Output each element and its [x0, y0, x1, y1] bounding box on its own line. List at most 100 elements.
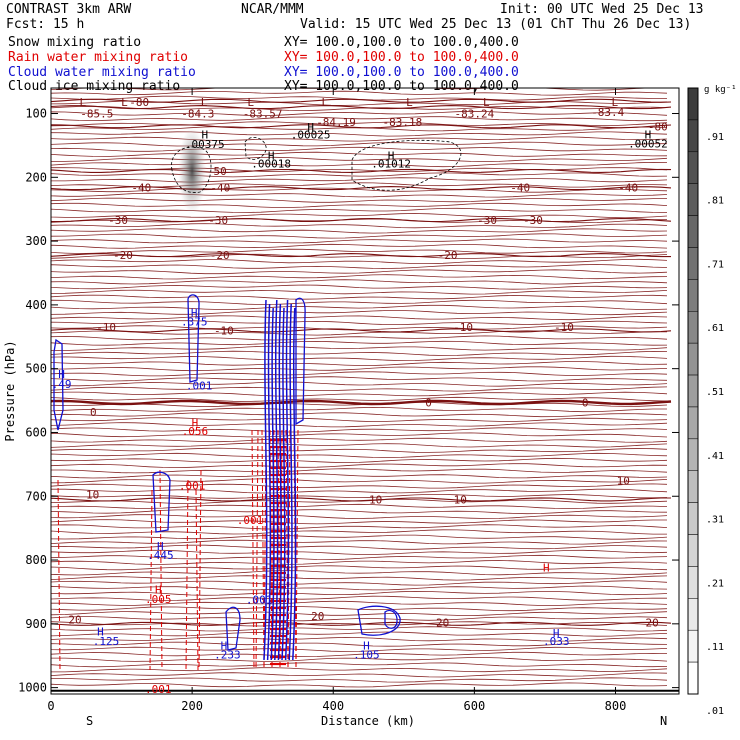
snow-shading — [178, 126, 207, 215]
temperature-contour — [51, 406, 667, 413]
temperature-label: -83.24 — [454, 108, 494, 121]
temperature-contour — [51, 494, 668, 499]
temperature-label: -30 — [477, 214, 497, 227]
colorbar-swatch — [687, 374, 699, 408]
temperature-contour — [51, 335, 668, 341]
colorbar-swatch — [687, 342, 699, 376]
colorbar-swatch — [687, 661, 699, 695]
temperature-label: -80 — [648, 120, 668, 133]
temperature-contour — [51, 141, 667, 147]
y-tick-label: 700 — [25, 489, 47, 503]
temperature-label: -30 — [108, 214, 128, 227]
plot-layer — [51, 88, 679, 692]
maximum-label: .001 — [186, 379, 213, 392]
temperature-contour — [51, 621, 668, 627]
temperature-contour — [51, 468, 668, 474]
temperature-contour — [51, 641, 668, 647]
temperature-contour — [51, 677, 668, 683]
temperature-contour — [51, 396, 668, 402]
cloud-water-core — [263, 299, 268, 661]
cloud-water-contour — [53, 338, 64, 431]
temperature-contour — [51, 340, 668, 346]
x-tick-label: 600 — [464, 699, 486, 713]
colorbar-label: .81 — [706, 196, 724, 207]
temperature-contour — [51, 110, 668, 117]
temperature-label: 10 — [617, 474, 630, 487]
temperature-contour — [51, 274, 668, 280]
field-cloudice-xy: XY= 100.0,100.0 to 100.0,400.0 — [284, 79, 519, 94]
rain-contour — [195, 489, 199, 671]
plot-frame — [50, 87, 680, 695]
temperature-contour — [51, 299, 668, 305]
temperature-contour — [51, 565, 668, 571]
cloud-water-contour — [357, 605, 401, 636]
colorbar-swatch — [687, 87, 699, 121]
field-rain-xy: XY= 100.0,100.0 to 100.0,400.0 — [284, 50, 519, 65]
x-end-label-south: S — [86, 714, 93, 728]
temperature-contour-major — [51, 105, 672, 110]
temperature-contour-major — [51, 124, 672, 129]
minimum-marker: L — [406, 96, 413, 109]
temperature-contour — [51, 503, 668, 510]
colorbar-label: .61 — [706, 323, 724, 334]
minimum-marker: L — [247, 96, 254, 109]
temperature-label: 10 — [454, 493, 467, 506]
temperature-contour — [51, 585, 668, 591]
temperature-contour-major — [51, 168, 672, 173]
maximum-label: .056 — [182, 425, 209, 438]
rain-contour — [198, 469, 202, 671]
maximum-label: .00025 — [291, 129, 331, 142]
cloud-ice-contour — [351, 139, 462, 191]
temperature-contour — [51, 473, 668, 479]
temperature-contour — [51, 590, 668, 596]
temperature-contour — [51, 514, 668, 519]
temperature-contour — [51, 284, 668, 290]
minimum-marker: L — [321, 96, 328, 109]
temperature-contour — [51, 90, 668, 96]
temperature-contour — [51, 447, 668, 453]
temperature-contour — [51, 228, 668, 234]
temperature-label: 20 — [311, 610, 324, 623]
temperature-contour — [51, 361, 668, 366]
maximum-label: H — [202, 129, 209, 142]
temperature-contour — [51, 646, 668, 652]
x-tick-label: 800 — [605, 699, 627, 713]
y-tick-label: 400 — [25, 298, 47, 312]
minimum-marker: L — [121, 96, 128, 109]
maximum-label: .001 — [246, 594, 273, 607]
maximum-label: .445 — [147, 549, 174, 562]
temperature-contour — [51, 412, 668, 418]
temperature-contour — [51, 539, 668, 545]
maximum-label: .001 — [237, 514, 264, 527]
cloud-water-core — [266, 303, 272, 661]
temperature-label: -83.57 — [243, 108, 283, 121]
temperature-contour — [51, 549, 668, 555]
cloud-ice-contour — [244, 137, 267, 160]
temperature-contour — [51, 437, 668, 443]
maximum-label: .375 — [181, 315, 208, 328]
colorbar-label: .01 — [706, 706, 724, 717]
cloud-water-core — [281, 307, 286, 661]
temperature-contour — [51, 544, 668, 550]
maximum-label: .233 — [214, 648, 241, 661]
valid-time: Valid: 15 UTC Wed 25 Dec 13 (01 ChT Thu … — [300, 17, 692, 32]
temperature-contour — [51, 595, 668, 601]
temperature-contour — [51, 478, 668, 484]
maximum-label: .105 — [353, 648, 380, 661]
temperature-contour — [51, 156, 668, 163]
forecast-hour: Fcst: 15 h — [6, 17, 85, 32]
temperature-label: -30 — [208, 214, 228, 227]
rain-contour — [185, 479, 189, 671]
rain-contour — [149, 489, 153, 671]
rain-contour — [295, 429, 299, 671]
temperature-contour — [51, 207, 668, 213]
temperature-label: -10 — [453, 321, 473, 334]
cloud-water-contour — [187, 294, 200, 383]
temperature-contour — [51, 560, 668, 565]
colorbar-label: .11 — [706, 642, 724, 653]
temperature-label: -30 — [523, 214, 543, 227]
y-tick-label: 500 — [25, 362, 47, 376]
temperature-contour-major — [51, 253, 671, 258]
temperature-label: 10 — [86, 488, 99, 501]
